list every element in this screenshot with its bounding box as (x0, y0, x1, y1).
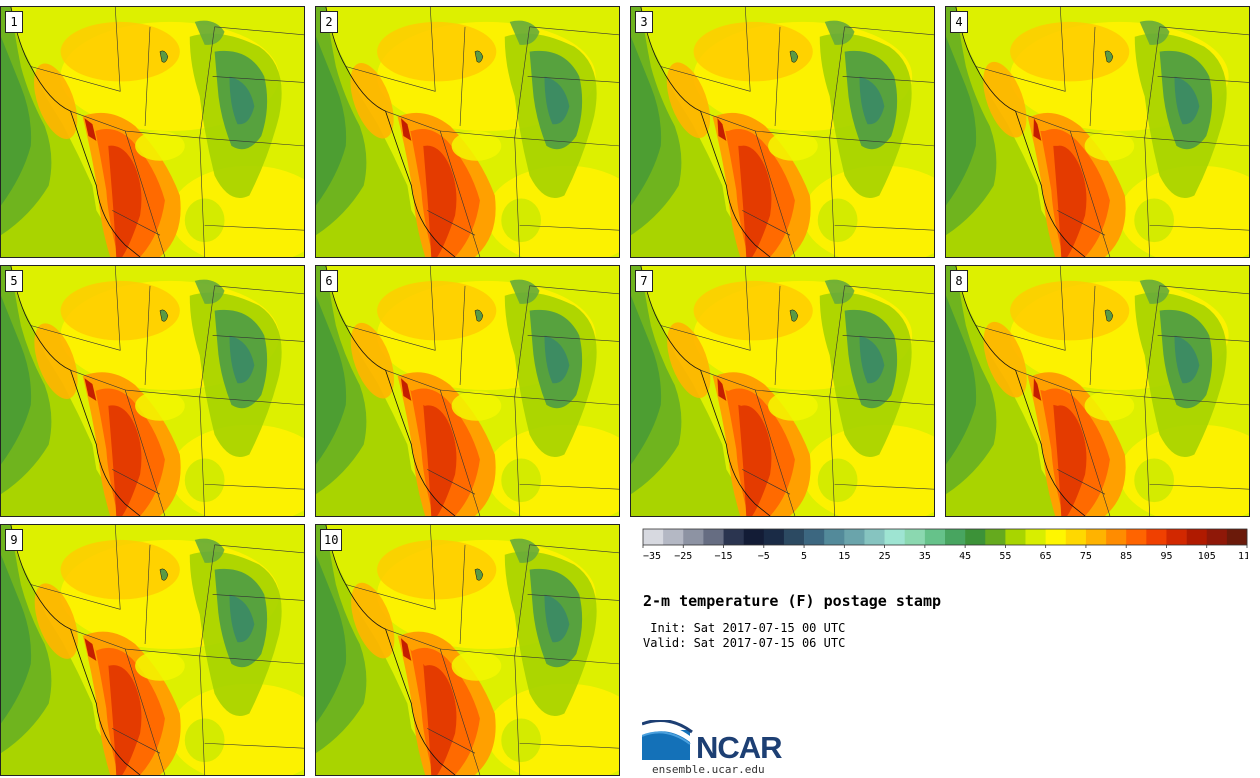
init-time: Init: Sat 2017-07-15 00 UTC (650, 621, 846, 635)
member-label: 5 (5, 270, 23, 292)
temperature-map (631, 266, 934, 516)
temperature-colorbar: −35 −25 −15 −5 5 15 25 35 45 55 65 75 85 95 105 115 (642, 528, 1248, 562)
colorbar-swatch (824, 529, 845, 545)
colorbar-swatch (1146, 529, 1167, 545)
temperature-map (1, 525, 304, 775)
member-panel-5: 5 (0, 265, 305, 517)
colorbar-swatch (864, 529, 885, 545)
colorbar-swatch (703, 529, 724, 545)
colorbar-tick-label: −15 (715, 551, 733, 562)
colorbar-tick-label: 55 (999, 551, 1011, 562)
member-label: 10 (320, 529, 343, 551)
colorbar-swatch (743, 529, 765, 545)
colorbar-swatch (1226, 529, 1248, 545)
colorbar-swatch (945, 529, 966, 545)
member-panel-3: 3 (630, 6, 935, 258)
colorbar-swatch (783, 529, 805, 545)
colorbar-swatch (924, 529, 946, 545)
colorbar-tick-label: 65 (1040, 551, 1052, 562)
member-panel-8: 8 (945, 265, 1250, 517)
temperature-map (316, 266, 619, 516)
colorbar-tick-label: −25 (674, 551, 692, 562)
temperature-map (1, 266, 304, 516)
colorbar-swatch (965, 529, 986, 545)
chart-title: 2-m temperature (F) postage stamp (643, 592, 942, 610)
colorbar-swatch (1106, 529, 1127, 545)
member-panel-2: 2 (315, 6, 620, 258)
colorbar-tick-label: 35 (919, 551, 931, 562)
colorbar-swatch (1166, 529, 1187, 545)
colorbar-swatch (643, 529, 664, 545)
colorbar-tick-label: 25 (879, 551, 891, 562)
colorbar-tick-label: 45 (959, 551, 971, 562)
member-label: 6 (320, 270, 338, 292)
ncar-logo-text: NCAR (696, 730, 783, 765)
colorbar-swatch (1045, 529, 1067, 545)
colorbar-tick-label: −5 (758, 551, 770, 562)
colorbar-swatch (844, 529, 865, 545)
colorbar-tick-label: 105 (1198, 551, 1216, 562)
colorbar-swatch (904, 529, 926, 545)
colorbar-swatch (723, 529, 744, 545)
colorbar-swatch (1206, 529, 1228, 545)
member-label: 1 (5, 11, 23, 33)
colorbar-swatch (884, 529, 906, 545)
colorbar-swatch (1126, 529, 1147, 545)
member-label: 4 (950, 11, 968, 33)
member-panel-7: 7 (630, 265, 935, 517)
colorbar-tick-label: 85 (1120, 551, 1132, 562)
colorbar-swatch (1005, 529, 1026, 545)
colorbar-swatch (763, 529, 785, 545)
member-label: 3 (635, 11, 653, 33)
temperature-map (1, 7, 304, 257)
colorbar-outline (642, 528, 1248, 546)
ensemble-url: ensemble.ucar.edu (652, 763, 765, 776)
member-panel-9: 9 (0, 524, 305, 776)
member-panel-1: 1 (0, 6, 305, 258)
colorbar-swatch (663, 529, 684, 545)
temperature-map (631, 7, 934, 257)
member-panel-10: 10 (315, 524, 620, 776)
colorbar-swatch (1065, 529, 1087, 545)
colorbar-tick-label: 115 (1238, 551, 1248, 562)
colorbar-swatch (1085, 529, 1107, 545)
temperature-map (316, 7, 619, 257)
colorbar-tick-label: 5 (801, 551, 807, 562)
colorbar-swatch (1186, 529, 1208, 545)
colorbar-swatch (1025, 529, 1046, 545)
valid-time: Valid: Sat 2017-07-15 06 UTC (643, 636, 846, 650)
colorbar-swatch (985, 529, 1006, 545)
member-label: 9 (5, 529, 23, 551)
colorbar-tick-label: 75 (1080, 551, 1092, 562)
member-label: 2 (320, 11, 338, 33)
colorbar-swatch (804, 529, 825, 545)
member-label: 8 (950, 270, 968, 292)
colorbar-tick-label: −35 (643, 551, 661, 562)
temperature-map (946, 266, 1249, 516)
colorbar-tick-label: 95 (1160, 551, 1172, 562)
temperature-map (316, 525, 619, 775)
member-panel-4: 4 (945, 6, 1250, 258)
ncar-logo-icon (642, 720, 693, 760)
colorbar-swatch (683, 529, 704, 545)
member-panel-6: 6 (315, 265, 620, 517)
temperature-map (946, 7, 1249, 257)
member-label: 7 (635, 270, 653, 292)
colorbar-tick-label: 15 (838, 551, 850, 562)
